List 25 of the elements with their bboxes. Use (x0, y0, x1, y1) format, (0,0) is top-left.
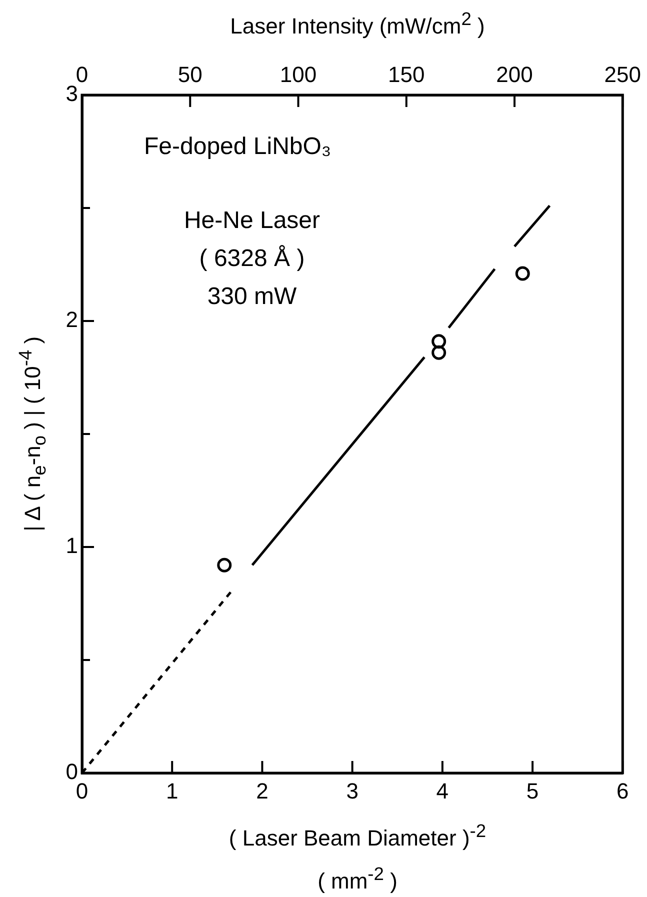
annotation: Fe-doped LiNbO₃ (144, 133, 332, 161)
x2-tick-label: 250 (604, 62, 642, 87)
x2-axis-title: Laser Intensity (mW/cm$^{2}$ ) (229, 8, 486, 40)
point (217, 558, 232, 572)
x-tick-label: 6 (616, 778, 629, 804)
x2-tick-label: 200 (496, 62, 533, 87)
x-tick-label: 4 (436, 778, 449, 804)
annotation: He-Ne Laser (182, 207, 322, 235)
x-tick-label: 5 (526, 778, 539, 804)
point (432, 345, 446, 360)
x-tick-label: 3 (346, 778, 358, 804)
x2-tick-label: 50 (178, 62, 202, 87)
y-tick-label: 3 (66, 81, 78, 106)
x-tick-label: 1 (166, 778, 178, 804)
x2-tick-label: 100 (280, 62, 317, 87)
point (515, 266, 530, 281)
y-tick-label: 0 (66, 759, 78, 784)
text: ( Laser Beam Diameter )$^{-2}$ ( mm$^{-2}$ ) (228, 820, 486, 894)
y-tick-label: 2 (66, 307, 78, 332)
y-tick-label: 1 (66, 533, 78, 558)
annotation: ( 6328 Å ) (198, 245, 306, 273)
x2-tick-label: 150 (388, 62, 425, 87)
point (432, 334, 446, 349)
annotation: 330 mW (206, 283, 298, 311)
x-tick-label: 2 (256, 778, 268, 804)
